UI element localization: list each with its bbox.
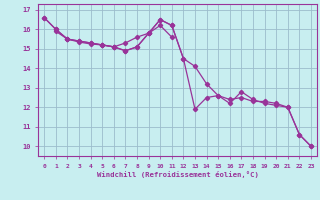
X-axis label: Windchill (Refroidissement éolien,°C): Windchill (Refroidissement éolien,°C) bbox=[97, 171, 259, 178]
